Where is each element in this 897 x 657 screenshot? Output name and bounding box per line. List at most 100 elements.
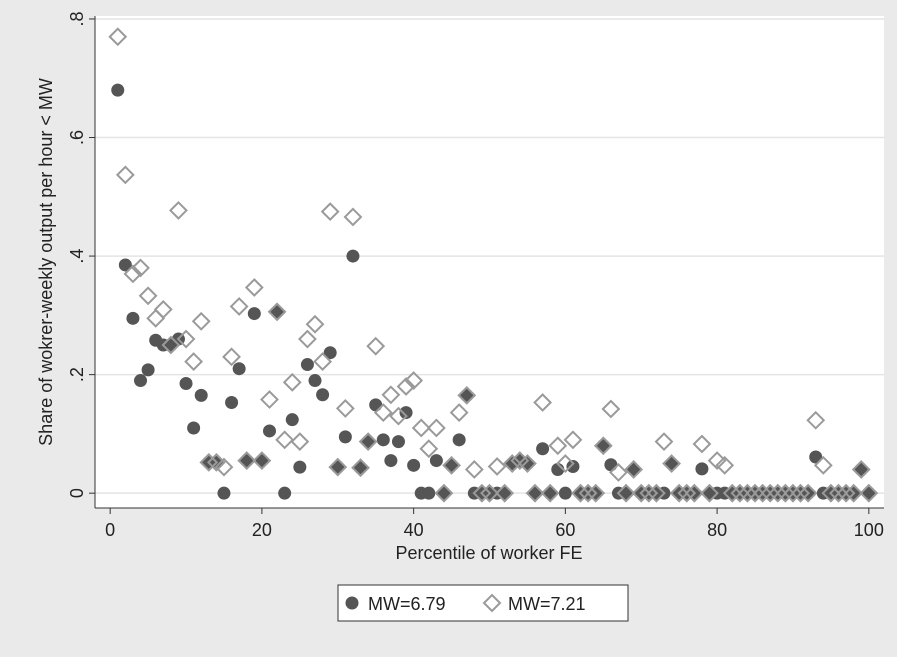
point — [536, 442, 550, 456]
y-tick-label: .6 — [67, 130, 87, 145]
point — [715, 455, 735, 475]
point — [862, 486, 876, 500]
point — [354, 461, 368, 475]
point — [426, 418, 446, 438]
point — [141, 363, 155, 377]
point — [184, 352, 204, 372]
point — [247, 307, 261, 321]
point — [328, 457, 348, 477]
point — [358, 432, 378, 452]
point — [836, 483, 856, 503]
legend-label: MW=7.21 — [508, 594, 586, 614]
point — [108, 27, 128, 47]
point — [619, 486, 633, 500]
point — [753, 483, 773, 503]
point — [806, 410, 826, 430]
point — [798, 483, 818, 503]
point — [316, 388, 330, 402]
point — [244, 278, 264, 297]
x-tick-label: 0 — [105, 520, 115, 540]
y-tick-label: 0 — [67, 488, 87, 498]
point — [176, 329, 196, 349]
point — [662, 454, 681, 473]
point — [404, 371, 424, 390]
point — [859, 483, 879, 503]
point — [460, 388, 474, 402]
point — [399, 406, 413, 420]
point — [278, 486, 292, 500]
point — [445, 458, 459, 472]
point — [722, 483, 742, 503]
point — [738, 483, 757, 503]
point — [783, 483, 803, 503]
point — [665, 457, 679, 471]
point — [533, 393, 553, 412]
point — [335, 398, 355, 418]
x-tick-label: 40 — [404, 520, 424, 540]
point — [305, 314, 325, 334]
point — [343, 207, 363, 227]
point — [187, 421, 201, 435]
point — [134, 374, 148, 388]
point — [429, 454, 443, 468]
point — [654, 432, 674, 452]
point — [558, 486, 572, 500]
x-tick-label: 20 — [252, 520, 272, 540]
point — [111, 83, 125, 97]
point — [407, 458, 421, 472]
point — [389, 406, 408, 426]
point — [498, 486, 512, 500]
legend-marker — [345, 596, 359, 610]
point — [639, 483, 659, 503]
point — [571, 483, 590, 503]
point — [775, 483, 795, 503]
point — [308, 374, 322, 388]
point — [225, 395, 239, 409]
point — [373, 403, 393, 422]
point — [376, 433, 390, 447]
point — [854, 462, 868, 476]
point — [131, 258, 150, 278]
point — [669, 483, 689, 503]
point — [240, 454, 254, 468]
point — [346, 249, 360, 263]
point — [616, 483, 636, 503]
point — [270, 305, 284, 319]
point — [298, 329, 317, 349]
legend-marker — [482, 593, 502, 613]
point — [419, 439, 439, 459]
point — [745, 483, 765, 503]
point — [684, 483, 704, 503]
point — [555, 454, 575, 473]
point — [449, 403, 469, 422]
point — [338, 430, 352, 444]
point — [528, 486, 542, 500]
point — [285, 413, 299, 427]
point — [596, 439, 610, 453]
point — [700, 483, 719, 503]
point — [267, 302, 287, 322]
point — [118, 258, 132, 272]
point — [520, 457, 534, 471]
y-tick-label: .8 — [67, 11, 87, 26]
point — [813, 455, 833, 475]
point — [695, 462, 709, 476]
plot-area — [95, 16, 884, 508]
point — [214, 457, 234, 477]
point — [566, 460, 580, 474]
point — [601, 399, 621, 419]
point — [313, 352, 333, 372]
point — [480, 483, 499, 503]
x-axis-label: Percentile of worker FE — [395, 543, 582, 563]
point — [624, 460, 644, 479]
point — [543, 486, 557, 500]
point — [381, 385, 401, 405]
point — [518, 454, 537, 473]
point — [369, 398, 383, 412]
point — [548, 436, 568, 456]
point — [153, 300, 173, 319]
point — [275, 430, 295, 450]
point — [768, 483, 788, 503]
point — [457, 385, 477, 405]
